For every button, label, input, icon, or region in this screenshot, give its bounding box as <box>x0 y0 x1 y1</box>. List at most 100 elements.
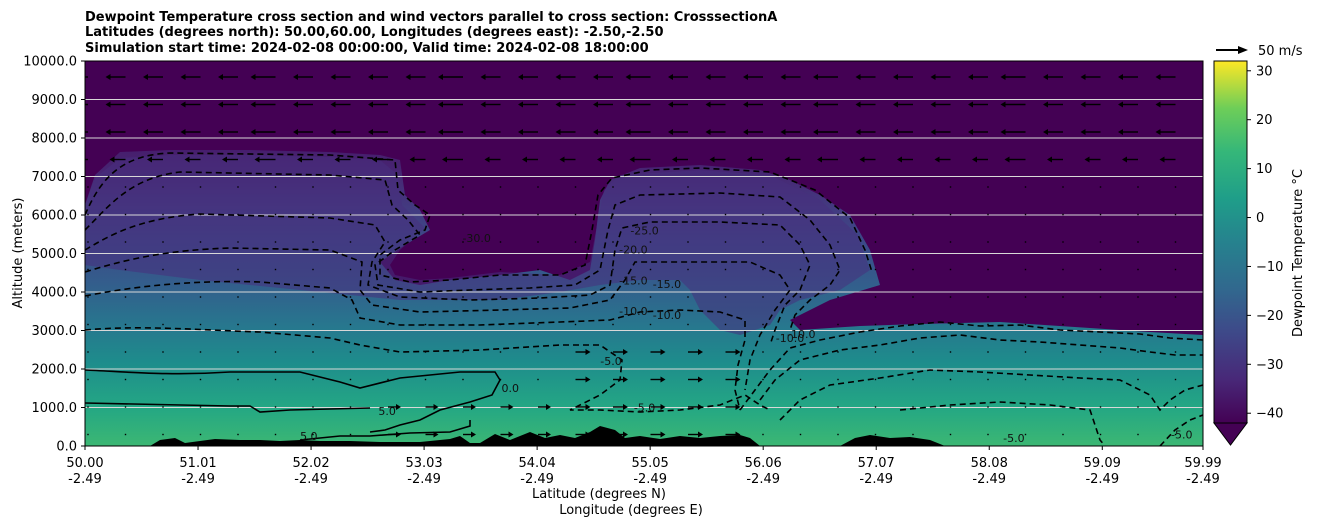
wind-dot <box>349 351 352 353</box>
wind-arrow-head <box>930 101 936 108</box>
wind-dot <box>987 323 989 326</box>
wind-dot <box>424 351 427 353</box>
wind-arrow-head <box>409 156 415 163</box>
wind-dot <box>462 323 464 326</box>
wind-arrow-head <box>593 129 598 135</box>
wind-dot <box>837 268 839 271</box>
wind-dot <box>312 186 314 188</box>
wind-dot <box>1137 296 1139 298</box>
wind-arrow-head <box>743 101 748 108</box>
colorbar-tick-label: 30 <box>1256 64 1273 79</box>
wind-dot <box>1024 241 1027 243</box>
wind-dot <box>124 433 127 436</box>
wind-arrow-head <box>480 101 486 108</box>
wind-vectors <box>63 74 1177 438</box>
horizontal-grid <box>85 99 1203 408</box>
colorbar-tick-label: −30 <box>1256 358 1283 373</box>
wind-arrow-head <box>480 74 486 80</box>
wind-dot <box>1174 241 1177 243</box>
wind-dot <box>462 213 464 216</box>
wind-dot <box>312 351 314 353</box>
x-tick-label-lat: 50.00 <box>66 456 103 471</box>
contour-label: -15.0 <box>653 278 681 291</box>
wind-arrow-head <box>930 129 936 135</box>
wind-dot <box>312 268 314 271</box>
wind-dot <box>537 296 539 298</box>
wind-arrow-head <box>660 349 666 355</box>
wind-dot <box>499 268 502 271</box>
wind-arrow-head <box>1118 129 1123 135</box>
y-tick-label: 3000.0 <box>32 324 78 339</box>
contour-solid-group <box>85 369 501 441</box>
y-tick-label: 0.0 <box>56 440 77 455</box>
wind-dot <box>162 406 164 408</box>
wind-dot <box>874 186 877 188</box>
wind-dot <box>837 406 839 408</box>
wind-dot <box>799 406 802 408</box>
wind-dot <box>1099 241 1102 243</box>
wind-arrow-head <box>1004 156 1010 163</box>
contour-label: -25.0 <box>630 224 658 237</box>
x-tick-label-lat: 56.06 <box>745 456 782 471</box>
wind-dot <box>799 378 802 381</box>
wind-dot <box>724 296 727 298</box>
wind-arrow-head <box>180 129 186 135</box>
wind-dot <box>949 296 952 298</box>
y-axis: 0.0 1000.0 2000.0 3000.0 4000.0 5000.0 6000.0 7… <box>23 55 85 455</box>
wind-dot <box>874 296 877 298</box>
wind-dot <box>762 186 764 188</box>
wind-dot <box>612 186 614 188</box>
wind-dot <box>574 241 577 243</box>
wind-arrow-head <box>855 101 861 108</box>
wind-dot <box>1024 351 1027 353</box>
wind-arrow-head <box>893 101 898 108</box>
wind-dot <box>1062 351 1064 353</box>
wind-dot <box>87 433 89 436</box>
wind-arrow-head <box>705 129 711 135</box>
wind-dot <box>462 378 464 381</box>
chart-title-line-2: Latitudes (degrees north): 50.00,60.00, … <box>85 25 664 40</box>
wind-arrow-head <box>625 101 631 108</box>
wind-dot <box>1024 406 1027 408</box>
x-tick-label-lon: -2.49 <box>746 472 780 487</box>
wind-dot <box>124 268 127 271</box>
wind-dot <box>199 378 202 381</box>
wind-arrow-head <box>780 74 786 80</box>
wind-dot <box>87 378 89 381</box>
wind-arrow-head <box>508 404 514 410</box>
wind-dot <box>1137 406 1139 408</box>
wind-dot <box>874 323 877 326</box>
wind-dot <box>87 213 89 216</box>
wind-dot <box>537 351 539 353</box>
wind-arrow-head <box>396 431 401 438</box>
x-tick-label-lon: -2.49 <box>520 472 554 487</box>
wind-dot <box>874 378 877 381</box>
wind-arrow-head <box>597 156 602 163</box>
wind-arrow-head <box>1155 74 1161 80</box>
wind-dot <box>837 186 839 188</box>
wind-arrow-head <box>735 349 741 355</box>
wind-dot <box>987 241 989 243</box>
wind-dot <box>949 323 952 326</box>
wind-dot <box>312 433 314 436</box>
wind-dot <box>424 323 427 326</box>
wind-dot <box>949 268 952 271</box>
contour-label: 0.0 <box>502 382 520 395</box>
wind-dot <box>1062 323 1064 326</box>
wind-dot <box>274 433 277 436</box>
colorbar-tick-label: 10 <box>1256 162 1273 177</box>
dry-region-upper <box>85 61 1203 335</box>
wind-arrow-head <box>968 74 973 80</box>
wind-dot <box>349 241 352 243</box>
wind-dot <box>799 323 802 326</box>
wind-arrow-head <box>855 74 861 80</box>
wind-dot <box>949 406 952 408</box>
wind-dot <box>124 296 127 298</box>
wind-dot <box>1099 296 1102 298</box>
wind-arrow-head <box>63 74 68 80</box>
wind-arrow-head <box>293 101 298 108</box>
colorbar-gradient <box>1213 60 1248 424</box>
wind-dot <box>1062 268 1064 271</box>
colorbar-tick-label: −40 <box>1256 407 1283 422</box>
wind-arrow-head <box>109 156 115 163</box>
